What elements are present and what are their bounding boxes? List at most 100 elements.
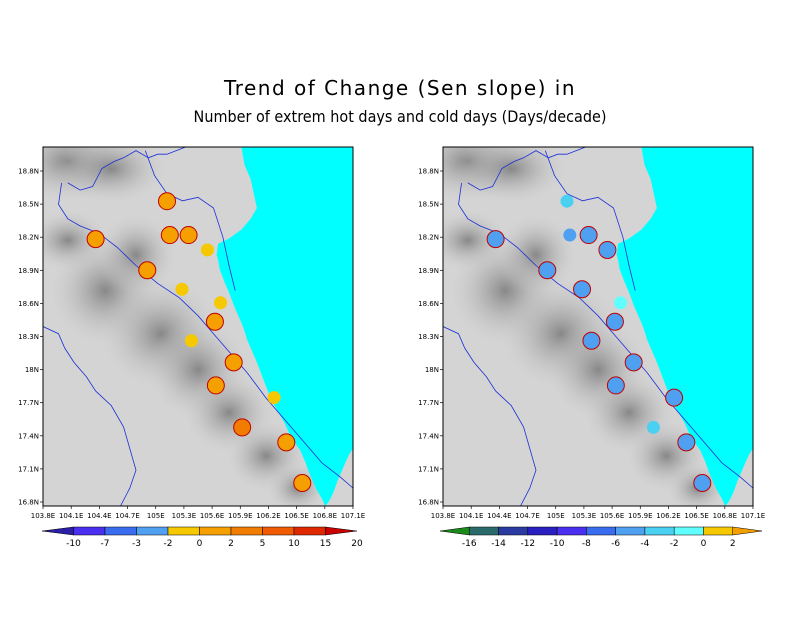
lat-tick-label: 18N [425,366,439,374]
colorbar-swatch [498,526,529,536]
colorbar-swatch [673,526,704,536]
station-marker [563,228,577,242]
boundary-line [67,147,186,191]
lat-tick-label: 18N [25,366,39,374]
terrain-shade [456,147,567,204]
station-marker [205,312,224,331]
lat-tick-label: 18.8N [18,168,39,176]
lon-tick-label: 105.6E [600,512,624,520]
lat-tick-label: 18.6N [18,300,39,308]
lat-tick-label: 17.7N [418,399,439,407]
colorbar-swatch [167,526,200,536]
lat-tick-label: 18.9N [18,267,39,275]
colorbar-swatch [615,526,646,536]
lon-tick-label: 106.2E [656,512,680,520]
colorbar-swatch [41,526,74,536]
station-marker [233,418,252,437]
station-marker [175,282,189,296]
station-marker [267,391,281,405]
colorbar-label: -6 [611,539,620,549]
terrain-shade [96,214,176,295]
colorbar-swatch [644,526,675,536]
station-marker [606,376,625,395]
lon-tick-label: 103.8E [31,512,55,520]
lon-tick-label: 104.7E [115,512,139,520]
lat-tick-label: 18.3N [18,333,39,341]
station-marker [573,280,592,299]
colorbar-label: -10 [550,539,565,549]
colorbar-swatch [586,526,616,536]
colorbar-label: 20 [351,539,363,549]
lat-tick-label: 17.7N [18,399,39,407]
boundary-line [467,147,586,191]
map-area [43,147,353,506]
lat-tick-label: 16.8N [418,499,439,507]
lon-tick-label: 105.3E [572,512,596,520]
lon-tick-label: 104.1E [59,512,83,520]
station-marker [158,192,176,211]
sea-area [616,147,753,506]
figure-subtitle: Number of extrem hot days and cold days … [193,107,607,126]
lat-tick-label: 18.9N [418,267,439,275]
lat-tick-label: 18.6N [418,300,439,308]
lon-tick-label: 103.8E [431,512,455,520]
lon-tick-label: 105E [547,512,565,520]
colorbar-swatch [262,526,295,536]
river-line [144,150,236,291]
lat-tick-label: 18.2N [18,234,39,242]
lat-tick-label: 18.2N [418,234,439,242]
station-marker [605,312,624,331]
colorbar-swatch [199,526,232,536]
station-marker [560,194,574,208]
cold-days-panel: 103.8E 104.1E 104.4E 104.7E 105E 105.3E 105.6E… [418,146,765,549]
colorbar-swatch [527,526,558,536]
station-marker [538,261,557,280]
colorbar-label: -12 [520,539,535,549]
lon-tick-label: 104.7E [515,512,539,520]
colorbar-label: 15 [320,539,331,549]
colorbar-swatch [469,526,499,536]
station-marker [206,376,225,395]
station-marker [665,388,684,407]
station-marker [646,420,660,434]
lon-tick-label: 106.2E [256,512,280,520]
colorbar-label: -2 [164,539,173,549]
boundary-line [43,326,137,506]
boundary-line [58,182,353,489]
station-marker [224,353,243,372]
map-frame [42,146,354,507]
lon-tick-label: 104.4E [487,512,511,520]
map-frame [442,146,754,507]
colorbar-swatch [136,526,169,536]
sea-area [216,147,353,506]
terrain-shade [56,147,167,204]
colorbar-label: 2 [228,539,234,549]
colorbar-label: 10 [288,539,300,549]
station-marker [200,243,214,257]
lat-tick-label: 18.3N [418,333,439,341]
colorbar-label: -4 [640,539,649,549]
lat-tick-label: 18.8N [418,168,439,176]
colorbar-label: -10 [66,539,81,549]
colorbar-label: 5 [260,539,266,549]
station-marker [184,334,198,348]
station-marker [486,230,505,249]
boundary-line [458,182,753,489]
lat-tick-label: 17.1N [18,465,39,473]
station-marker [677,433,696,452]
lon-tick-label: 105.9E [628,512,652,520]
lat-tick-label: 17.1N [418,465,439,473]
colorbar-swatch [732,526,763,536]
station-marker [614,296,628,310]
lon-tick-label: 106.5E [684,512,708,520]
figure-title: Trend of Change (Sen slope) in [223,76,577,100]
colorbar-swatch [703,526,733,536]
lon-tick-label: 106.5E [284,512,308,520]
station-marker [160,226,179,245]
colorbar-label: 2 [730,539,736,549]
lon-tick-label: 105E [147,512,165,520]
station-marker [582,331,601,350]
colorbar-swatch [556,526,587,536]
station-marker [579,226,598,245]
